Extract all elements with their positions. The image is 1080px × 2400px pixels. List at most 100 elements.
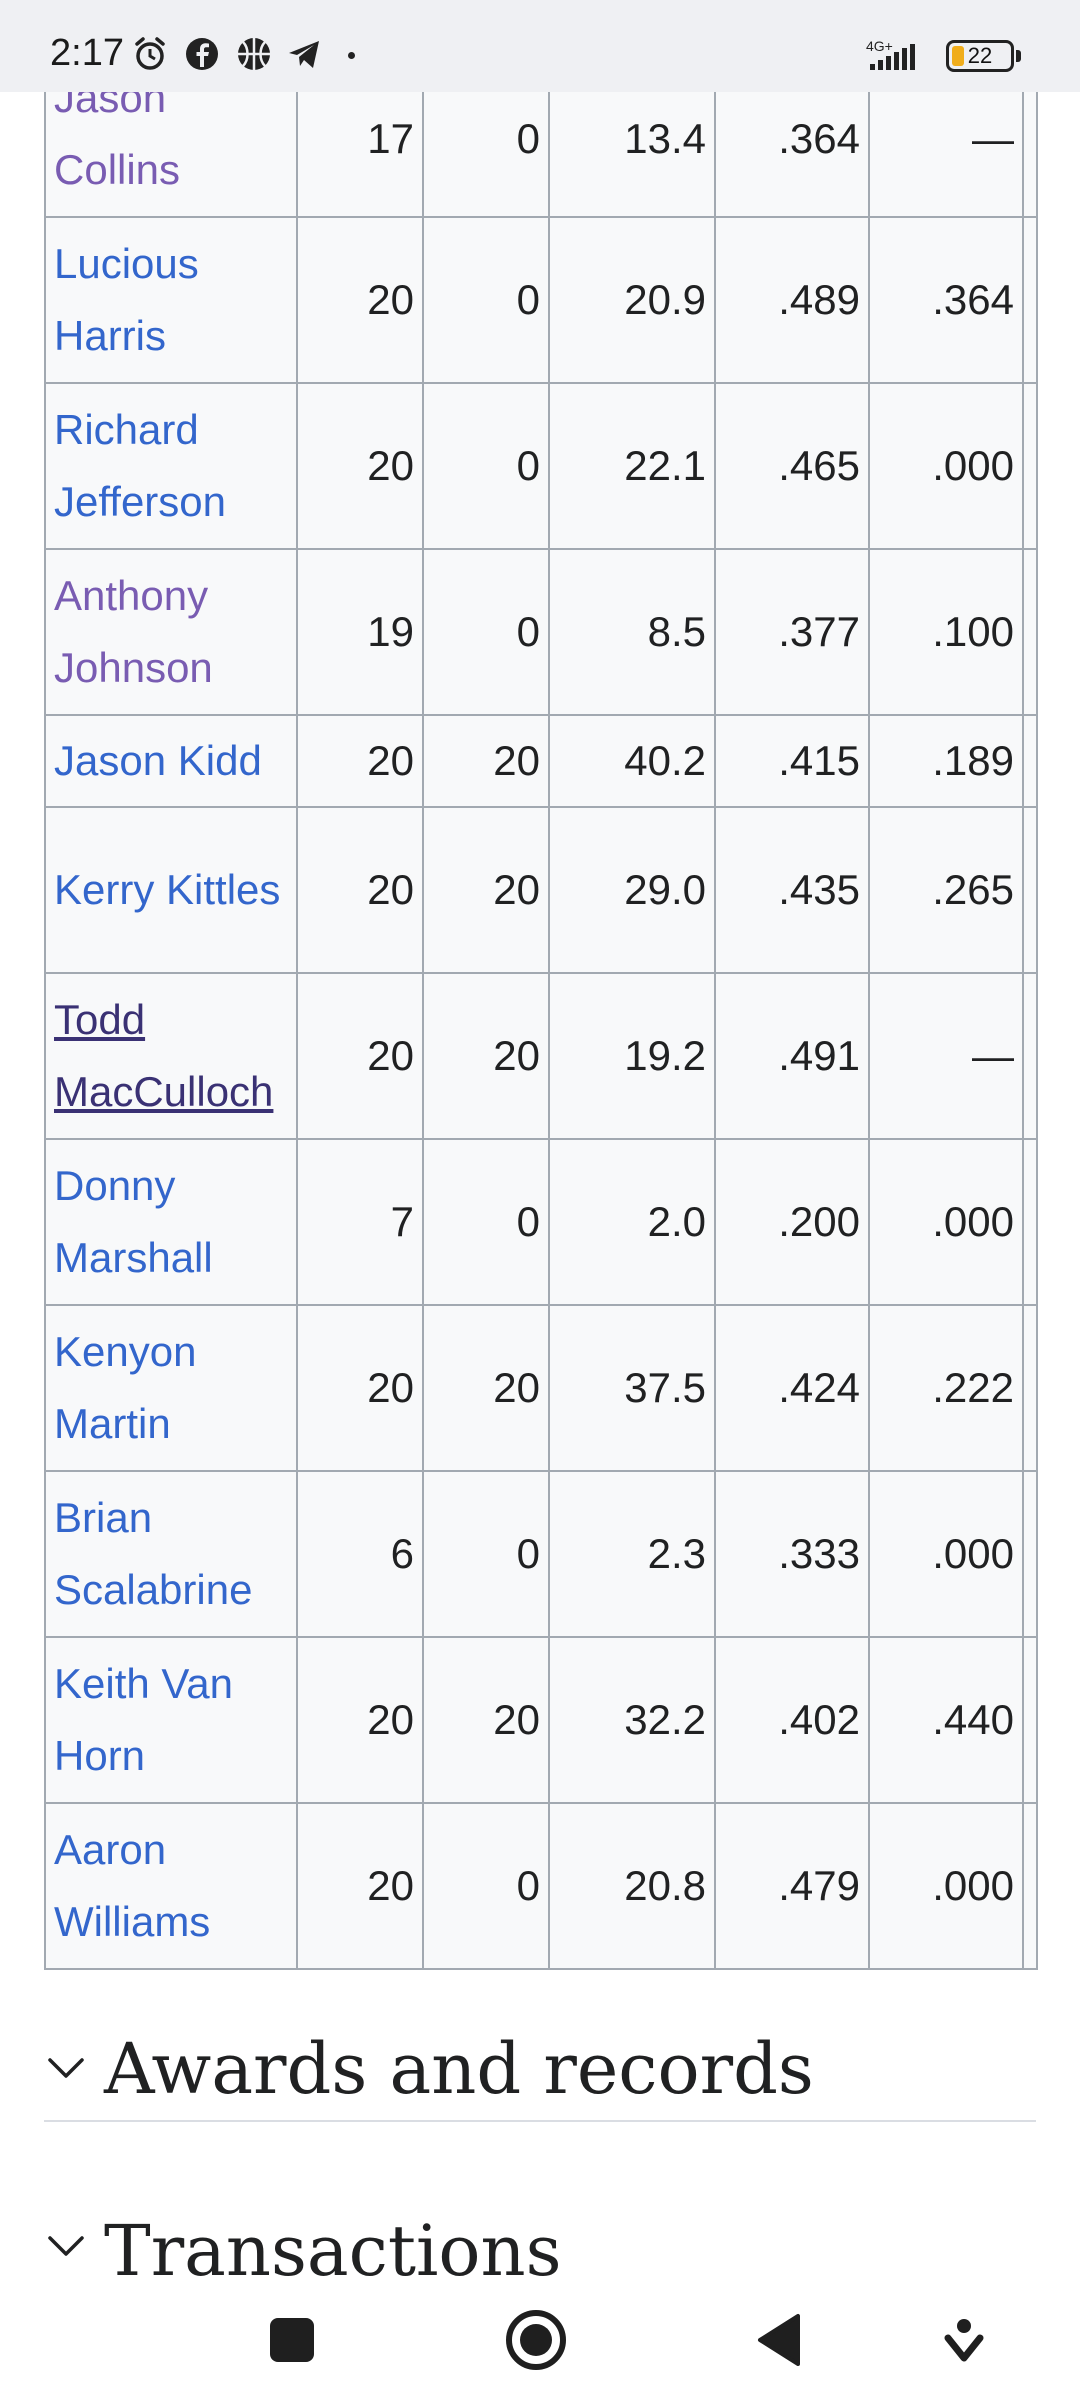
alarm-icon <box>135 37 165 70</box>
stat-cell-three: .222 <box>868 1304 1024 1472</box>
stat-cell-gs: 0 <box>422 1470 550 1638</box>
stat-cell-mpg: 29.0 <box>548 806 716 974</box>
player-cell: Kenyon Martin <box>44 1304 298 1472</box>
basketball-icon <box>238 38 270 70</box>
stat-cell-gs: 20 <box>422 714 550 808</box>
stat-cell-three: .000 <box>868 382 1024 550</box>
stat-cell-three: .100 <box>868 548 1024 716</box>
stat-cell-overflow <box>1022 1470 1038 1638</box>
table-row: Donny Marshall 7 0 2.0.200.000 <box>44 1138 1038 1306</box>
stat-cell-fg: .435 <box>714 806 870 974</box>
stat-cell-mpg: 32.2 <box>548 1636 716 1804</box>
stat-cell-three: — <box>868 972 1024 1140</box>
stat-cell-gp: 20 <box>296 972 424 1140</box>
network-type-label: 4G+ <box>866 38 893 54</box>
battery-percent: 22 <box>967 43 993 68</box>
player-cell: Keith Van Horn <box>44 1636 298 1804</box>
stat-cell-fg: .479 <box>714 1802 870 1970</box>
stat-cell-overflow <box>1022 1304 1038 1472</box>
stat-cell-gs: 20 <box>422 806 550 974</box>
player-stats-table: Jason Collins 17 0 13.4.364— Lucious Harris 2… <box>44 60 1038 1970</box>
stat-cell-fg: .333 <box>714 1470 870 1638</box>
stat-cell-three: .000 <box>868 1470 1024 1638</box>
player-cell: Anthony Johnson <box>44 548 298 716</box>
table-row: Todd MacCulloch 20 20 19.2.491— <box>44 972 1038 1140</box>
stat-cell-fg: .491 <box>714 972 870 1140</box>
stat-cell-three: .000 <box>868 1802 1024 1970</box>
stat-cell-fg: .415 <box>714 714 870 808</box>
stat-cell-fg: .377 <box>714 548 870 716</box>
stat-cell-overflow <box>1022 382 1038 550</box>
stat-cell-gs: 0 <box>422 1802 550 1970</box>
stat-cell-mpg: 19.2 <box>548 972 716 1140</box>
table-row: Richard Jefferson 20 0 22.1.465.000 <box>44 382 1038 550</box>
player-link[interactable]: Aaron Williams <box>54 1826 211 1945</box>
home-button[interactable] <box>504 2308 568 2372</box>
table-row: Lucious Harris 20 0 20.9.489.364 <box>44 216 1038 384</box>
stat-cell-gp: 20 <box>296 216 424 384</box>
stat-cell-overflow <box>1022 1138 1038 1306</box>
stat-cell-gs: 20 <box>422 1304 550 1472</box>
stat-cell-fg: .489 <box>714 216 870 384</box>
stat-cell-three: .189 <box>868 714 1024 808</box>
player-link[interactable]: Donny Marshall <box>54 1162 213 1281</box>
stat-cell-gs: 0 <box>422 216 550 384</box>
signal-strength-icon <box>870 44 915 70</box>
player-cell: Jason Kidd <box>44 714 298 808</box>
stat-cell-overflow <box>1022 1636 1038 1804</box>
table-row: Brian Scalabrine 6 0 2.3.333.000 <box>44 1470 1038 1638</box>
stat-cell-mpg: 20.8 <box>548 1802 716 1970</box>
player-cell: Todd MacCulloch <box>44 972 298 1140</box>
stat-cell-fg: .465 <box>714 382 870 550</box>
stat-cell-gp: 19 <box>296 548 424 716</box>
stat-cell-overflow <box>1022 714 1038 808</box>
player-link[interactable]: Kerry Kittles <box>54 866 281 913</box>
stat-cell-gs: 0 <box>422 548 550 716</box>
table-row: Anthony Johnson 19 0 8.5.377.100 <box>44 548 1038 716</box>
stat-cell-gp: 20 <box>296 1304 424 1472</box>
player-link[interactable]: Todd MacCulloch <box>54 996 274 1115</box>
table-row: Aaron Williams 20 0 20.8.479.000 <box>44 1802 1038 1970</box>
stat-cell-fg: .424 <box>714 1304 870 1472</box>
stat-cell-overflow <box>1022 548 1038 716</box>
player-link[interactable]: Keith Van Horn <box>54 1660 234 1779</box>
stat-cell-gp: 20 <box>296 1802 424 1970</box>
player-link[interactable]: Lucious Harris <box>54 240 199 359</box>
table-row: Keith Van Horn 20 20 32.2.402.440 <box>44 1636 1038 1804</box>
stat-cell-mpg: 2.3 <box>548 1470 716 1638</box>
player-cell: Richard Jefferson <box>44 382 298 550</box>
battery-cap <box>1016 50 1021 62</box>
stat-cell-mpg: 40.2 <box>548 714 716 808</box>
battery-icon: 22 <box>946 40 1014 72</box>
player-link[interactable]: Richard Jefferson <box>54 406 226 525</box>
player-cell: Brian Scalabrine <box>44 1470 298 1638</box>
section-title-transactions: Transactions <box>104 2210 562 2280</box>
stat-cell-mpg: 22.1 <box>548 382 716 550</box>
stat-cell-mpg: 20.9 <box>548 216 716 384</box>
stat-cell-gs: 20 <box>422 1636 550 1804</box>
status-bar: 2:17 4G+ 22 <box>0 0 1080 92</box>
stat-cell-three: .364 <box>868 216 1024 384</box>
notification-dot <box>348 52 355 59</box>
section-transactions[interactable]: Transactions <box>44 2180 1036 2280</box>
stat-cell-gs: 20 <box>422 972 550 1140</box>
stat-cell-gs: 0 <box>422 1138 550 1306</box>
recents-button[interactable] <box>260 2308 324 2372</box>
stat-cell-fg: .200 <box>714 1138 870 1306</box>
player-cell: Kerry Kittles <box>44 806 298 974</box>
back-button[interactable] <box>748 2308 812 2372</box>
stat-cell-fg: .402 <box>714 1636 870 1804</box>
stats-table-body: Jason Collins 17 0 13.4.364— Lucious Harris 2… <box>44 60 1038 1970</box>
stat-cell-gp: 20 <box>296 806 424 974</box>
player-link[interactable]: Kenyon Martin <box>54 1328 197 1447</box>
battery-level-fill <box>952 46 964 66</box>
section-awards-and-records[interactable]: Awards and records <box>44 2010 1036 2122</box>
player-link[interactable]: Anthony Johnson <box>54 572 213 691</box>
player-link[interactable]: Brian Scalabrine <box>54 1494 253 1613</box>
stat-cell-three: .440 <box>868 1636 1024 1804</box>
player-cell: Lucious Harris <box>44 216 298 384</box>
assistant-button[interactable] <box>932 2308 996 2372</box>
stat-cell-overflow <box>1022 972 1038 1140</box>
player-link[interactable]: Jason Kidd <box>54 737 262 784</box>
